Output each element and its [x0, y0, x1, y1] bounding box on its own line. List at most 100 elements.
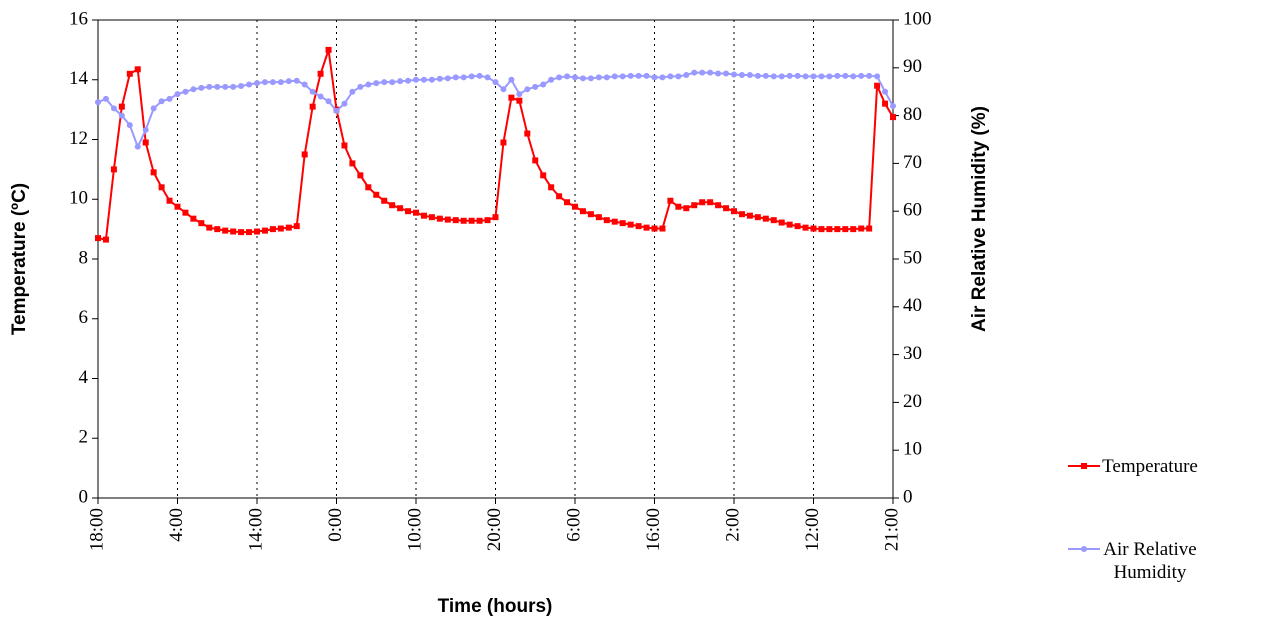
point: [389, 79, 396, 86]
point: [405, 208, 412, 215]
point: [826, 73, 833, 80]
y-tick-label: 10: [69, 188, 88, 209]
y2-tick-label: 0: [903, 486, 913, 507]
point: [834, 72, 841, 79]
point: [373, 191, 380, 198]
point: [691, 69, 698, 76]
point: [460, 217, 467, 224]
point: [238, 229, 245, 236]
y2-tick-label: 100: [903, 8, 932, 29]
point: [770, 217, 777, 224]
y2-tick-label: 50: [903, 247, 922, 268]
point: [858, 72, 865, 79]
point: [874, 82, 881, 89]
point: [468, 217, 475, 224]
point: [349, 88, 356, 95]
point: [413, 76, 419, 83]
point: [842, 72, 849, 79]
point: [365, 184, 372, 191]
legend-marker: [1081, 546, 1087, 552]
point: [834, 226, 841, 233]
point: [452, 74, 459, 81]
point: [269, 79, 276, 86]
point: [778, 73, 785, 80]
point: [420, 212, 427, 219]
point: [619, 220, 626, 227]
point: [301, 81, 308, 88]
legend-item: Air Relative Humidity: [1068, 538, 1278, 584]
point: [261, 79, 268, 86]
point: [731, 71, 737, 78]
point: [890, 114, 896, 121]
legend-marker: [1081, 463, 1087, 469]
point: [611, 73, 618, 80]
y2-tick-label: 80: [903, 104, 922, 125]
point: [150, 169, 157, 176]
plot-frame: [97, 19, 894, 499]
point: [890, 103, 896, 110]
point: [500, 86, 507, 93]
y-tick-label: 2: [79, 427, 89, 448]
y2-tick-label: 70: [903, 152, 922, 173]
x-tick-label: 4:00: [166, 508, 187, 542]
point: [508, 76, 515, 83]
point: [206, 83, 213, 90]
point: [778, 219, 785, 226]
point: [373, 80, 380, 87]
point: [317, 93, 324, 100]
point: [142, 126, 149, 133]
point: [309, 103, 316, 110]
point: [572, 74, 578, 81]
point: [460, 74, 467, 81]
x-axis-title: Time (hours): [438, 596, 553, 617]
point: [826, 226, 833, 233]
x-tick-label: 14:00: [245, 508, 266, 551]
point: [325, 46, 332, 53]
point: [564, 73, 571, 80]
legend-icon: [1068, 463, 1100, 469]
point: [254, 228, 260, 235]
point: [500, 139, 507, 146]
point: [715, 70, 722, 77]
point: [365, 81, 372, 88]
point: [95, 99, 101, 106]
y2-tick-label: 20: [903, 391, 922, 412]
y2-tick-label: 40: [903, 295, 922, 316]
point: [452, 217, 459, 224]
point: [818, 73, 825, 80]
point: [126, 70, 133, 77]
point: [595, 74, 602, 81]
point: [269, 226, 276, 233]
point: [246, 81, 253, 88]
point: [349, 160, 356, 167]
point: [556, 74, 563, 81]
point: [635, 223, 642, 230]
point: [794, 223, 801, 230]
point: [524, 130, 531, 137]
point: [866, 72, 873, 79]
x-tick-label: 16:00: [643, 508, 664, 551]
point: [357, 83, 364, 90]
point: [754, 72, 761, 79]
point: [428, 76, 435, 83]
y2-tick-label: 10: [903, 439, 922, 460]
point: [762, 215, 769, 222]
point: [158, 184, 165, 191]
point: [254, 80, 260, 87]
point: [198, 220, 205, 227]
point: [564, 199, 571, 206]
point: [102, 236, 109, 243]
x-tick-label: 20:00: [484, 508, 505, 551]
point: [731, 208, 737, 215]
y2-tick-label: 30: [903, 343, 922, 364]
point: [436, 75, 443, 82]
point: [850, 73, 857, 80]
point: [166, 95, 173, 102]
point: [230, 228, 237, 235]
point: [691, 202, 698, 209]
y-tick-label: 8: [79, 247, 89, 268]
point: [587, 75, 594, 82]
point: [166, 197, 173, 204]
point: [540, 172, 547, 179]
